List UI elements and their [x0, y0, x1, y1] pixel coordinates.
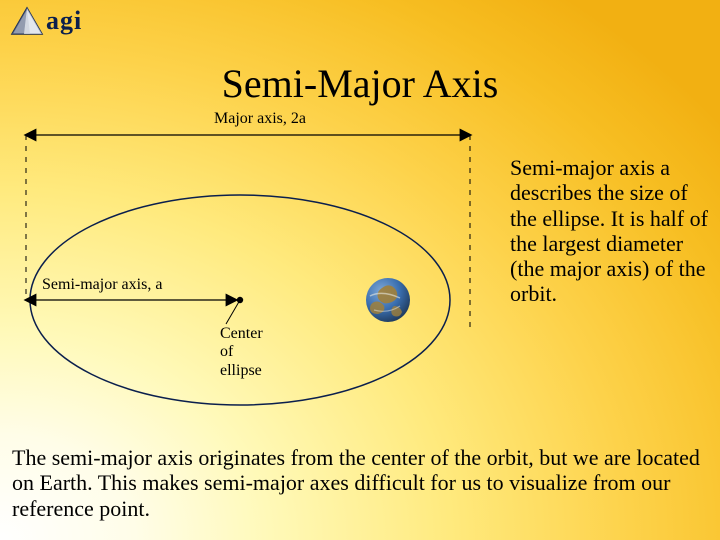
logo: agi: [10, 6, 82, 36]
description-bottom: The semi-major axis originates from the …: [12, 445, 712, 521]
description-right: Semi-major axis a describes the size of …: [510, 155, 710, 307]
orbit-diagram-svg: [0, 100, 480, 440]
orbit-diagram: [0, 100, 480, 440]
label-major-axis: Major axis, 2a: [214, 110, 306, 128]
logo-glyph-icon: [10, 6, 44, 36]
label-center-of-ellipse: Center of ellipse: [220, 325, 263, 380]
label-semi-major-axis: Semi-major axis, a: [42, 276, 162, 294]
logo-text: agi: [46, 6, 82, 36]
slide: agi Semi-Major Axis Major axis, 2a Semi-: [0, 0, 720, 540]
